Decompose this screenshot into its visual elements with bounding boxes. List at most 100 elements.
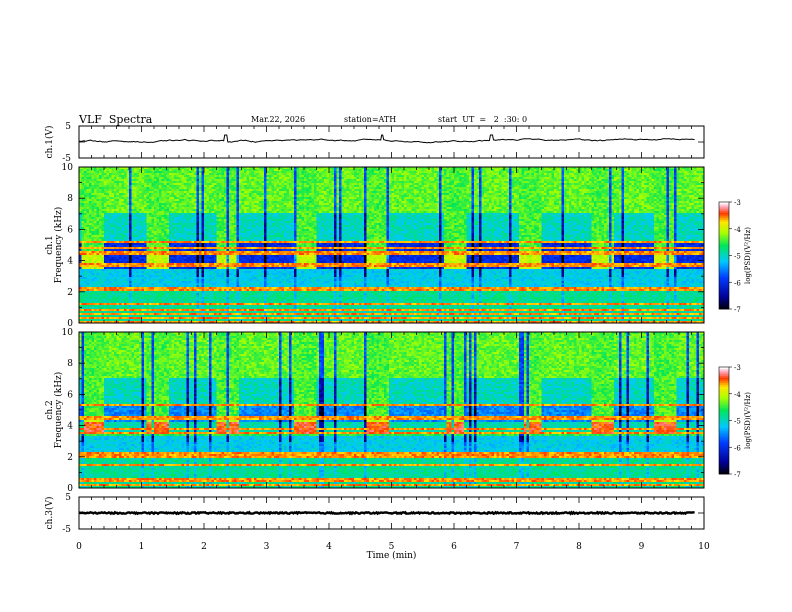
heatmap-cell bbox=[87, 249, 90, 251]
heatmap-cell bbox=[127, 301, 130, 303]
heatmap-cell bbox=[117, 233, 120, 235]
heatmap-cell bbox=[109, 287, 112, 289]
heatmap-cell bbox=[82, 299, 85, 301]
heatmap-cell bbox=[112, 303, 115, 305]
heatmap-cell bbox=[104, 313, 107, 315]
heatmap-cell bbox=[92, 275, 95, 277]
heatmap-cell bbox=[112, 225, 115, 227]
heatmap-cell bbox=[97, 265, 100, 267]
heatmap-cell bbox=[87, 281, 90, 283]
heatmap-cell bbox=[137, 225, 140, 227]
heatmap-cell bbox=[82, 267, 85, 269]
heatmap-cell bbox=[139, 223, 142, 225]
heatmap-cell bbox=[104, 319, 107, 321]
heatmap-cell bbox=[132, 241, 135, 243]
heatmap-cell bbox=[97, 225, 100, 227]
heatmap-cell bbox=[84, 297, 87, 299]
heatmap-cell bbox=[139, 241, 142, 243]
heatmap-cell bbox=[89, 279, 92, 281]
heatmap-cell bbox=[129, 229, 132, 231]
heatmap-cell bbox=[114, 271, 117, 273]
heatmap-cell bbox=[94, 199, 97, 201]
heatmap-cell bbox=[114, 245, 117, 247]
heatmap-cell bbox=[99, 203, 102, 205]
heatmap-cell bbox=[134, 173, 137, 175]
heatmap-cell bbox=[102, 197, 105, 199]
heatmap-cell bbox=[114, 187, 117, 189]
heatmap-cell bbox=[132, 265, 135, 267]
heatmap-cell bbox=[104, 257, 107, 259]
heatmap-cell bbox=[82, 285, 85, 287]
heatmap-cell bbox=[124, 231, 127, 233]
heatmap-cell bbox=[87, 317, 90, 319]
heatmap-cell bbox=[142, 251, 145, 253]
heatmap-cell bbox=[134, 303, 137, 305]
heatmap-cell bbox=[102, 219, 105, 221]
heatmap-cell bbox=[134, 221, 137, 223]
heatmap-cell bbox=[97, 311, 100, 313]
heatmap-cell bbox=[112, 267, 115, 269]
heatmap-cell bbox=[107, 227, 110, 229]
heatmap-cell bbox=[99, 219, 102, 221]
heatmap-cell bbox=[107, 215, 110, 217]
heatmap-cell bbox=[127, 313, 130, 315]
heatmap-cell bbox=[109, 267, 112, 269]
heatmap-cell bbox=[112, 181, 115, 183]
heatmap-cell bbox=[107, 307, 110, 309]
heatmap-cell bbox=[84, 285, 87, 287]
heatmap-cell bbox=[139, 263, 142, 265]
heatmap-cell bbox=[142, 319, 145, 321]
heatmap-cell bbox=[147, 227, 150, 229]
heatmap-cell bbox=[87, 237, 90, 239]
heatmap-cell bbox=[102, 283, 105, 285]
heatmap-cell bbox=[127, 283, 130, 285]
heatmap-cell bbox=[139, 275, 142, 277]
heatmap-cell bbox=[137, 185, 140, 187]
heatmap-cell bbox=[129, 249, 132, 251]
heatmap-cell bbox=[112, 183, 115, 185]
heatmap-cell bbox=[104, 317, 107, 319]
heatmap-cell bbox=[102, 185, 105, 187]
heatmap-cell bbox=[139, 221, 142, 223]
heatmap-cell bbox=[92, 243, 95, 245]
heatmap-cell bbox=[114, 171, 117, 173]
heatmap-cell bbox=[149, 229, 152, 231]
heatmap-cell bbox=[104, 239, 107, 241]
heatmap-cell bbox=[104, 289, 107, 291]
heatmap-cell bbox=[137, 219, 140, 221]
heatmap-cell bbox=[89, 181, 92, 183]
heatmap-cell bbox=[89, 301, 92, 303]
heatmap-cell bbox=[134, 175, 137, 177]
heatmap-cell bbox=[102, 225, 105, 227]
heatmap-cell bbox=[87, 235, 90, 237]
heatmap-cell bbox=[127, 171, 130, 173]
heatmap-cell bbox=[89, 221, 92, 223]
heatmap-cell bbox=[109, 187, 112, 189]
heatmap-cell bbox=[122, 251, 125, 253]
heatmap-cell bbox=[127, 223, 130, 225]
heatmap-cell bbox=[134, 313, 137, 315]
heatmap-cell bbox=[114, 211, 117, 213]
heatmap-cell bbox=[142, 187, 145, 189]
heatmap-cell bbox=[144, 237, 147, 239]
heatmap-cell bbox=[82, 169, 85, 171]
heatmap-cell bbox=[132, 247, 135, 249]
heatmap-cell bbox=[89, 203, 92, 205]
heatmap-cell bbox=[109, 199, 112, 201]
heatmap-cell bbox=[124, 285, 127, 287]
heatmap-cell bbox=[149, 179, 152, 181]
heatmap-cell bbox=[104, 287, 107, 289]
heatmap-cell bbox=[142, 213, 145, 215]
heatmap-cell bbox=[87, 309, 90, 311]
heatmap-cell bbox=[99, 245, 102, 247]
heatmap-cell bbox=[147, 183, 150, 185]
heatmap-cell bbox=[147, 239, 150, 241]
heatmap-cell bbox=[107, 261, 110, 263]
heatmap-cell bbox=[82, 189, 85, 191]
heatmap-cell bbox=[142, 177, 145, 179]
heatmap-cell bbox=[132, 187, 135, 189]
heatmap-cell bbox=[149, 243, 152, 245]
heatmap-cell bbox=[144, 281, 147, 283]
heatmap-cell bbox=[109, 209, 112, 211]
heatmap-cell bbox=[87, 301, 90, 303]
